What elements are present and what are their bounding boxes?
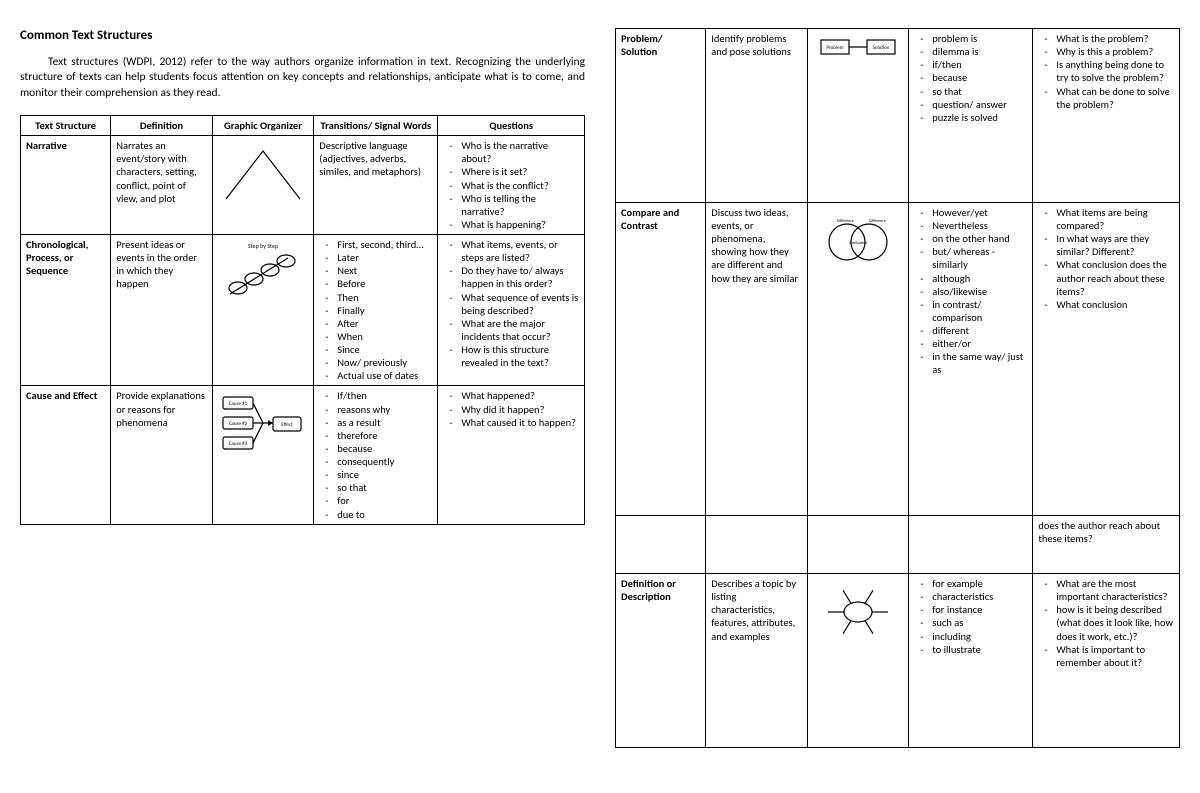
- svg-text:Difference: Difference: [869, 219, 886, 224]
- svg-text:Solution: Solution: [873, 45, 890, 51]
- transitions-cell: If/thenreasons whyas a resultthereforebe…: [314, 386, 438, 524]
- definition-cell: Present ideas or events in the order in …: [111, 235, 213, 386]
- questions-cell: What happened?Why did it happen?What cau…: [438, 386, 585, 524]
- graphic-organizer-cell: Cause #1 Cause #2 Cause #3 Effect: [212, 386, 314, 524]
- definition-cell: Describes a topic by listing characteris…: [706, 574, 808, 748]
- table-row: Definition or DescriptionDescribes a top…: [616, 574, 1180, 748]
- questions-cell: What are the most important characterist…: [1033, 574, 1180, 748]
- structure-name: Cause and Effect: [21, 386, 111, 524]
- svg-text:Similarities: Similarities: [849, 241, 867, 246]
- definition-cell: Narrates an event/story with characters,…: [111, 136, 213, 235]
- table-row: Problem/ SolutionIdentify problems and p…: [616, 29, 1180, 203]
- svg-text:Cause #2: Cause #2: [229, 421, 248, 427]
- svg-text:Cause #1: Cause #1: [229, 401, 248, 407]
- graphic-organizer-cell: [807, 515, 909, 574]
- concept-web-icon: [813, 577, 903, 647]
- graphic-organizer-cell: Difference Difference Similarities: [807, 202, 909, 515]
- column-header: Text Structure: [21, 116, 111, 136]
- problem-solution-icon: Problem Solution: [813, 32, 903, 102]
- transitions-cell: Descriptive language (adjectives, adverb…: [314, 136, 438, 235]
- svg-text:Problem: Problem: [826, 45, 843, 51]
- structure-name: Chronological, Process, or Sequence: [21, 235, 111, 386]
- transitions-cell: However/yetNeverthelesson the other hand…: [909, 202, 1033, 515]
- page-title: Common Text Structures: [20, 28, 585, 43]
- svg-text:Cause #3: Cause #3: [229, 441, 248, 447]
- table-row: Cause and EffectProvide explanations or …: [21, 386, 585, 524]
- graphic-organizer-cell: [212, 136, 314, 235]
- structure-name: Problem/ Solution: [616, 29, 706, 203]
- transitions-cell: for examplecharacteristicsfor instancesu…: [909, 574, 1033, 748]
- svg-text:Step by Step: Step by Step: [248, 242, 278, 250]
- table-row: Chronological, Process, or SequencePrese…: [21, 235, 585, 386]
- questions-cell: What items, events, or steps are listed?…: [438, 235, 585, 386]
- venn-icon: Difference Difference Similarities: [813, 206, 903, 276]
- questions-cell: What is the problem?Why is this a proble…: [1033, 29, 1180, 203]
- svg-text:Difference: Difference: [837, 219, 854, 224]
- graphic-organizer-cell: [807, 574, 909, 748]
- structure-name: Compare and Contrast: [616, 202, 706, 515]
- table-row: does the author reach about these items?: [616, 515, 1180, 574]
- column-header: Transitions/ Signal Words: [314, 116, 438, 136]
- definition-cell: Discuss two ideas, events, or phenomena,…: [706, 202, 808, 515]
- intro-paragraph: Text structures (WDPI, 2012) refer to th…: [20, 55, 585, 102]
- transitions-cell: First, second, third…LaterNextBeforeThen…: [314, 235, 438, 386]
- definition-cell: Provide explanations or reasons for phen…: [111, 386, 213, 524]
- structures-table-left: Text StructureDefinitionGraphic Organize…: [20, 115, 585, 525]
- svg-text:Effect: Effect: [281, 422, 293, 428]
- column-header: Questions: [438, 116, 585, 136]
- column-header: Definition: [111, 116, 213, 136]
- questions-cell: does the author reach about these items?: [1033, 515, 1180, 574]
- structure-name: [616, 515, 706, 574]
- questions-cell: What items are being compared?In what wa…: [1033, 202, 1180, 515]
- cause-effect-icon: Cause #1 Cause #2 Cause #3 Effect: [218, 389, 308, 459]
- plot-arc-icon: [218, 139, 308, 209]
- questions-cell: Who is the narrative about?Where is it s…: [438, 136, 585, 235]
- structure-name: Definition or Description: [616, 574, 706, 748]
- step-chain-icon: Step by Step: [218, 238, 308, 308]
- graphic-organizer-cell: Step by Step: [212, 235, 314, 386]
- structures-table-right: Text StructureDefinitionGraphic Organize…: [615, 28, 1180, 748]
- column-header: Graphic Organizer: [212, 116, 314, 136]
- table-row: Compare and ContrastDiscuss two ideas, e…: [616, 202, 1180, 515]
- graphic-organizer-cell: Problem Solution: [807, 29, 909, 203]
- definition-cell: [706, 515, 808, 574]
- transitions-cell: [909, 515, 1033, 574]
- definition-cell: Identify problems and pose solutions: [706, 29, 808, 203]
- table-row: NarrativeNarrates an event/story with ch…: [21, 136, 585, 235]
- transitions-cell: problem isdilemma isif/thenbecauseso tha…: [909, 29, 1033, 203]
- structure-name: Narrative: [21, 136, 111, 235]
